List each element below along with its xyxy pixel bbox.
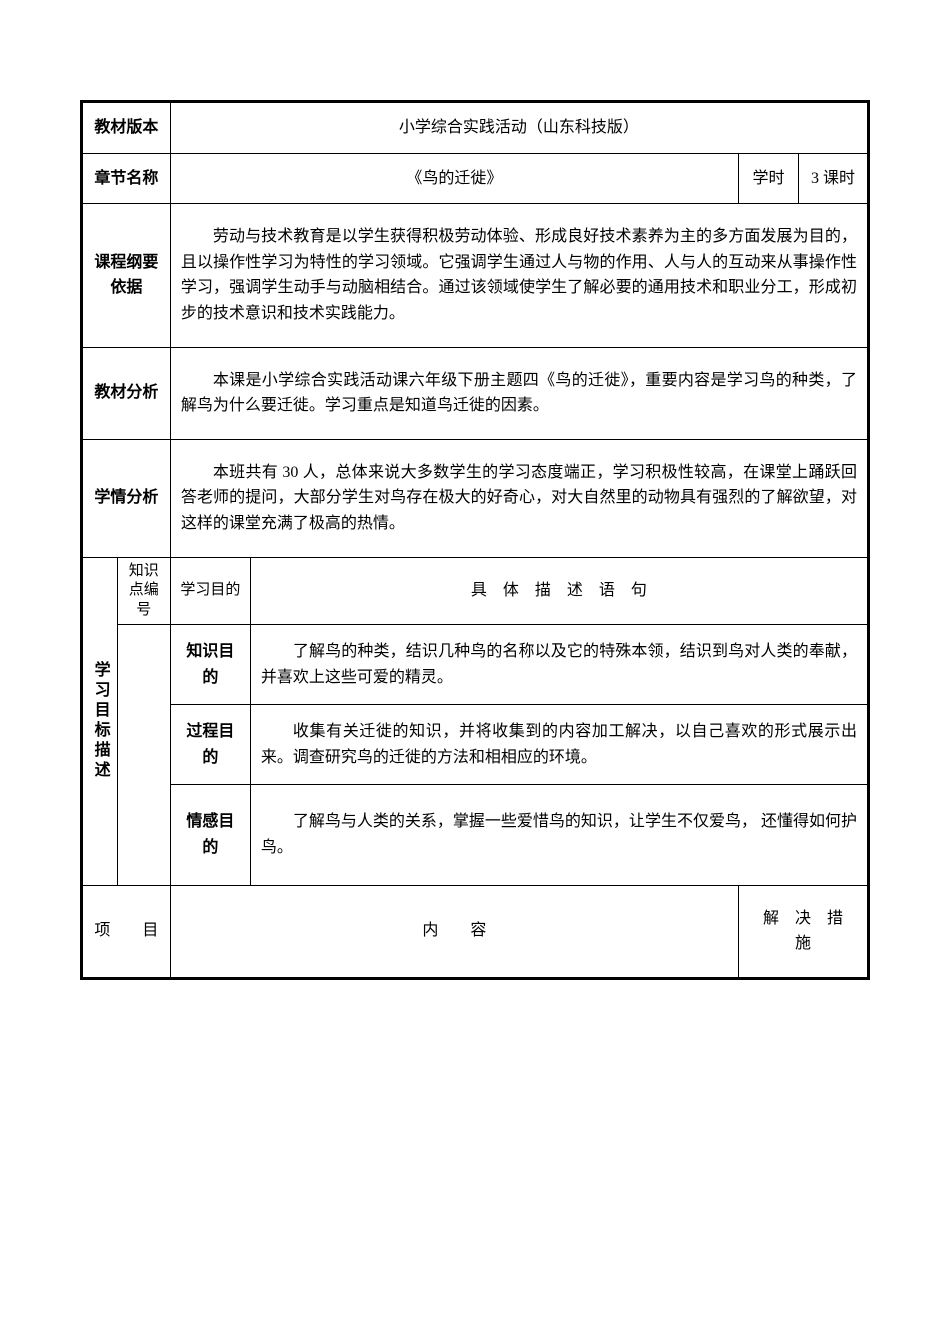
learning-purpose-header: 学习目的 xyxy=(170,557,250,625)
curriculum-basis-value: 劳动与技术教育是以学生获得积极劳动体验、形成良好技术素养为主的多方面发展为目的，… xyxy=(170,204,868,347)
table-row: 知识目的 了解鸟的种类，结识几种鸟的名称以及它的特殊本领，结识到鸟对人类的奉献，… xyxy=(82,625,869,705)
table-row: 项 目 内 容 解 决 措 施 xyxy=(82,885,869,978)
lesson-plan-table: 教材版本 小学综合实践活动（山东科技版） 章节名称 《鸟的迁徙》 学时 3 课时… xyxy=(80,100,870,980)
description-header: 具 体 描 述 语 句 xyxy=(250,557,868,625)
textbook-version-label: 教材版本 xyxy=(82,102,171,154)
table-row: 过程目的 收集有关迁徙的知识，并将收集到的内容加工解决，以自己喜欢的形式展示出来… xyxy=(82,705,869,785)
table-row: 章节名称 《鸟的迁徙》 学时 3 课时 xyxy=(82,153,869,204)
student-analysis-label: 学情分析 xyxy=(82,439,171,557)
table-row: 情感目的 了解鸟与人类的关系，掌握一些爱惜鸟的知识，让学生不仅爱鸟， 还懂得如何… xyxy=(82,785,869,885)
knowledge-goal-text: 了解鸟的种类，结识几种鸟的名称以及它的特殊本领，结识到鸟对人类的奉献，并喜欢上这… xyxy=(250,625,868,705)
student-analysis-value: 本班共有 30 人，总体来说大多数学生的学习态度端正，学习积极性较高，在课堂上踊… xyxy=(170,439,868,557)
table-row: 学情分析 本班共有 30 人，总体来说大多数学生的学习态度端正，学习积极性较高，… xyxy=(82,439,869,557)
emotion-goal-text: 了解鸟与人类的关系，掌握一些爱惜鸟的知识，让学生不仅爱鸟， 还懂得如何护鸟。 xyxy=(250,785,868,885)
learning-goals-section-label: 学习目标描述 xyxy=(82,557,118,885)
solution-header: 解 决 措 施 xyxy=(739,885,869,978)
table-row: 教材版本 小学综合实践活动（山东科技版） xyxy=(82,102,869,154)
knowledge-goal-label: 知识目的 xyxy=(170,625,250,705)
content-header: 内 容 xyxy=(170,885,738,978)
table-row: 学习目标描述 知识点编 号 学习目的 具 体 描 述 语 句 xyxy=(82,557,869,625)
process-goal-text: 收集有关迁徙的知识，并将收集到的内容加工解决，以自己喜欢的形式展示出来。调查研究… xyxy=(250,705,868,785)
textbook-analysis-label: 教材分析 xyxy=(82,347,171,439)
class-hours-value: 3 课时 xyxy=(799,153,869,204)
chapter-name-value: 《鸟的迁徙》 xyxy=(170,153,738,204)
emotion-goal-label: 情感目的 xyxy=(170,785,250,885)
textbook-analysis-value: 本课是小学综合实践活动课六年级下册主题四《鸟的迁徙》，重要内容是学习鸟的种类，了… xyxy=(170,347,868,439)
class-hours-label: 学时 xyxy=(739,153,799,204)
item-header: 项 目 xyxy=(82,885,171,978)
curriculum-basis-label: 课程纲要依据 xyxy=(82,204,171,347)
knowledge-point-header: 知识点编 号 xyxy=(117,557,170,625)
process-goal-label: 过程目的 xyxy=(170,705,250,785)
textbook-version-value: 小学综合实践活动（山东科技版） xyxy=(170,102,868,154)
table-row: 课程纲要依据 劳动与技术教育是以学生获得积极劳动体验、形成良好技术素养为主的多方… xyxy=(82,204,869,347)
table-row: 教材分析 本课是小学综合实践活动课六年级下册主题四《鸟的迁徙》，重要内容是学习鸟… xyxy=(82,347,869,439)
chapter-name-label: 章节名称 xyxy=(82,153,171,204)
knowledge-point-empty xyxy=(117,625,170,886)
